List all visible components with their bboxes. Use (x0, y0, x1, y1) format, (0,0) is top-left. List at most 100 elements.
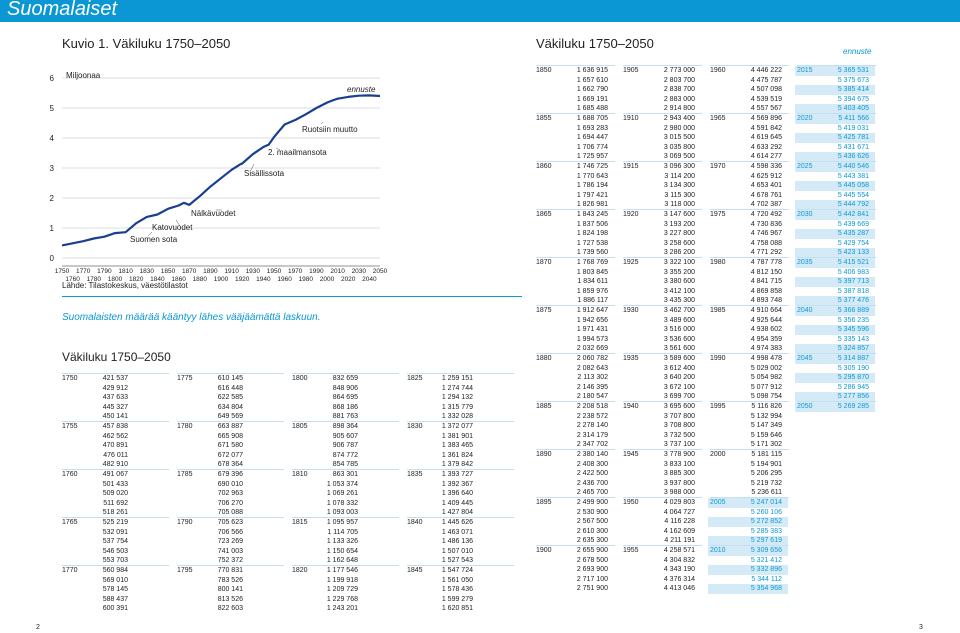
table-value: 5 116 826 (751, 403, 782, 410)
table-value: 3 355 200 (663, 268, 695, 276)
table-value: 1 381 901 (441, 432, 473, 440)
table-value: 1 093 003 (326, 509, 358, 517)
table-year: 1935 (623, 355, 639, 362)
table-value: 5 429 754 (837, 239, 869, 247)
table-value: 5 286 945 (837, 383, 869, 391)
table-value: 462 562 (102, 432, 128, 440)
pull-quote: Suomalaisten määrää kääntyy lähes vääjää… (62, 312, 321, 323)
table-value: 3 115 300 (664, 191, 695, 199)
table-value: 1 409 445 (441, 499, 473, 507)
table-group-rule (710, 305, 789, 306)
table-value: 1 688 705 (576, 115, 608, 122)
table-year: 1815 (292, 519, 308, 526)
table-value: 4 211 191 (664, 537, 695, 545)
table-value: 578 145 (102, 586, 128, 594)
table-value: 5 423 133 (837, 249, 869, 257)
x-tick-label: 1860 (171, 276, 186, 282)
table-year: 2035 (797, 259, 813, 266)
table-group-rule (536, 209, 615, 210)
table-group-rule (292, 421, 399, 422)
table-value: 1 527 543 (441, 557, 473, 565)
divider (62, 296, 522, 297)
table-group-rule (797, 401, 876, 402)
x-tick-label: 1750 (55, 268, 70, 275)
table-value: 600 391 (102, 605, 128, 613)
table-group-rule (407, 421, 514, 422)
table-value: 1 824 198 (576, 230, 608, 238)
table-year: 1985 (710, 307, 726, 314)
table-group-rule (536, 305, 615, 306)
table-group-rule (292, 565, 399, 566)
table-value: 3 147 600 (663, 211, 695, 218)
table-year: 1845 (407, 567, 423, 574)
table-value: 1 657 610 (576, 76, 608, 84)
table-value: 501 433 (102, 480, 128, 488)
table-value: 5 147 349 (750, 422, 782, 430)
table-value: 2 347 702 (576, 441, 608, 449)
table-value: 5 397 713 (837, 278, 869, 286)
table-year: 1750 (62, 375, 78, 382)
table-value: 4 598 336 (750, 163, 782, 170)
population-chart: 0 1 2 3 4 5 6 Miljoonaa 1750 1770 1790 1810 1830 1850… (50, 71, 388, 282)
table-group-rule (623, 161, 702, 162)
forecast-highlight (817, 306, 875, 316)
table-group-rule (536, 545, 615, 546)
table-value: 3 707 800 (663, 412, 695, 420)
table-value: 1 078 332 (326, 499, 358, 507)
table-year: 1795 (177, 567, 193, 574)
table-value: 1 199 918 (326, 576, 358, 584)
table-group-rule (292, 373, 399, 374)
forecast-row-shade (795, 344, 875, 354)
table-value: 4 475 787 (750, 76, 782, 84)
forecast-row-shade (795, 104, 875, 114)
table-value: 1 843 245 (576, 211, 608, 218)
table-value: 1 797 421 (576, 191, 608, 199)
table-value: 3 227 800 (663, 230, 695, 238)
table-value: 4 116 228 (664, 518, 695, 526)
table-value: 5 295 870 (837, 374, 869, 382)
table-value: 671 580 (217, 442, 243, 450)
table-value: 4 258 571 (663, 547, 695, 554)
x-tick-label: 1780 (87, 276, 102, 282)
x-tick-label: 1850 (161, 268, 176, 275)
table-value: 4 893 748 (750, 297, 782, 305)
table-value: 610 145 (217, 375, 243, 382)
table-year: 1755 (62, 423, 78, 430)
table-value: 3 015 500 (663, 134, 695, 142)
table-group-rule (797, 161, 876, 162)
annotation-leader (250, 163, 255, 171)
table-value: 1 786 194 (576, 182, 608, 190)
table-value: 4 702 387 (750, 201, 782, 209)
table-value: 5 443 381 (837, 172, 869, 180)
table-value: 5 029 002 (750, 364, 782, 372)
table-value: 1 209 729 (326, 586, 358, 594)
table-year: 1950 (623, 499, 639, 506)
table-value: 2 060 782 (576, 355, 608, 362)
table-value: 4 569 896 (750, 115, 782, 122)
forecast-highlight (817, 354, 875, 364)
table-value: 3 708 800 (663, 422, 695, 430)
x-tick-label: 1810 (118, 268, 133, 275)
x-tick-label: 1910 (224, 268, 239, 275)
table-value: 1 834 611 (577, 278, 608, 286)
table-value: 5 377 476 (837, 297, 869, 305)
table-year: 1770 (62, 567, 78, 574)
table-value: 1 770 643 (576, 172, 608, 180)
table-year: 1940 (623, 403, 639, 410)
table-value: 4 625 912 (750, 172, 782, 180)
table-group-rule (536, 257, 615, 258)
table-value: 4 758 088 (750, 239, 782, 247)
table-value: 2 146 395 (576, 383, 608, 391)
table-value: 5 436 626 (837, 153, 869, 161)
table-value: 5 394 675 (837, 95, 869, 103)
table-value: 2 208 518 (576, 403, 608, 410)
table-value: 2 693 900 (576, 566, 608, 574)
table-group-rule (710, 545, 789, 546)
table-value: 3 258 600 (663, 239, 695, 247)
table-value: 1 114 705 (327, 528, 358, 536)
x-tick-label: 2050 (373, 268, 388, 275)
table-value: 429 912 (102, 384, 128, 392)
table-value: 5 366 889 (837, 307, 869, 314)
table-value: 525 219 (102, 519, 128, 526)
table-year: 1865 (536, 211, 552, 218)
